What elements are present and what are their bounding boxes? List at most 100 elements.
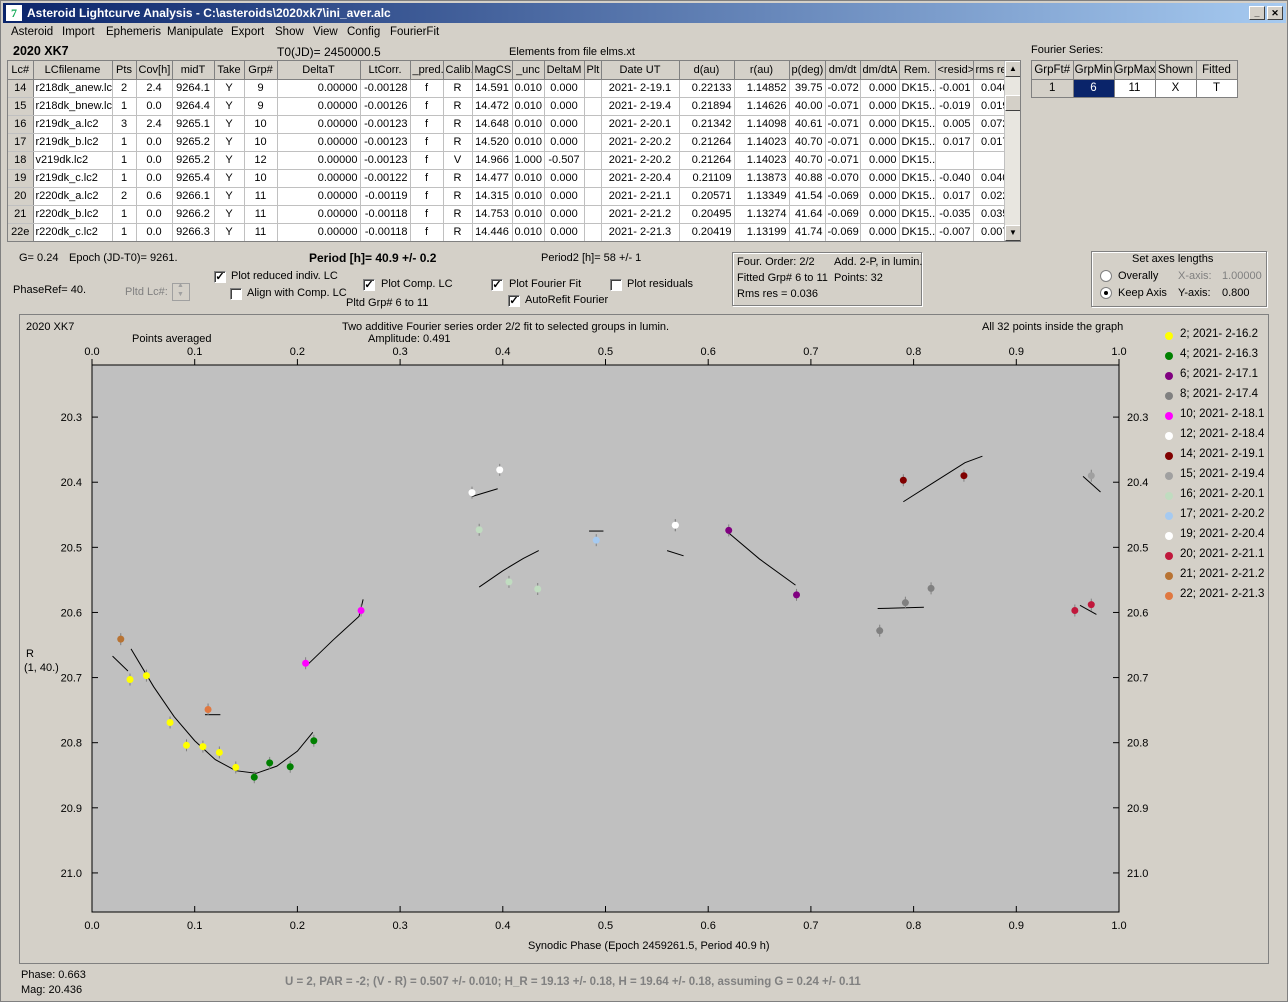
table-cell[interactable]: 0.21264 xyxy=(679,133,735,152)
table-cell[interactable]: 0.0 xyxy=(136,205,173,224)
table-cell[interactable]: Y xyxy=(214,205,245,224)
table-cell[interactable]: 0.000 xyxy=(860,79,900,98)
table-cell[interactable]: 40.70 xyxy=(789,133,826,152)
table-cell[interactable]: 14.446 xyxy=(472,223,513,241)
column-header[interactable]: Rem. xyxy=(899,61,936,80)
table-cell[interactable]: 2021- 2-20.2 xyxy=(601,133,680,152)
table-cell[interactable]: 2021- 2-19.4 xyxy=(601,97,680,116)
table-cell[interactable]: -0.00123 xyxy=(360,133,411,152)
table-cell[interactable]: 0.00000 xyxy=(277,79,361,98)
plot-residuals-checkbox[interactable] xyxy=(610,279,622,291)
fourier-cell[interactable]: 1 xyxy=(1032,79,1074,98)
table-cell[interactable]: 0.20571 xyxy=(679,187,735,206)
fourier-table-row[interactable]: 1 6 11 X T xyxy=(1032,79,1238,98)
column-header[interactable]: Cov[h] xyxy=(136,61,173,80)
table-cell[interactable]: 1.13274 xyxy=(734,205,790,224)
table-cell[interactable]: r220dk_a.lc2 xyxy=(33,187,113,206)
table-cell[interactable]: 1.13349 xyxy=(734,187,790,206)
pltd-lc-stepper[interactable]: ▲ ▼ xyxy=(172,282,190,301)
table-cell[interactable]: f xyxy=(410,133,444,152)
table-cell[interactable]: 1.000 xyxy=(512,151,545,170)
table-cell[interactable] xyxy=(584,115,602,134)
table-cell[interactable]: 14.591 xyxy=(472,79,513,98)
table-cell[interactable]: 1.14023 xyxy=(734,151,790,170)
table-row[interactable]: 15 r218dk_bnew.lc2 1 0.0 9264.4 Y 9 0.00000 -0.0… xyxy=(8,97,1012,116)
table-cell[interactable]: 10 xyxy=(244,133,278,152)
table-cell[interactable]: r220dk_c.lc2 xyxy=(33,223,113,241)
table-cell[interactable]: 9 xyxy=(244,97,278,116)
table-cell[interactable]: 19 xyxy=(8,169,34,188)
table-cell[interactable]: 0.040 xyxy=(973,169,1012,188)
table-cell[interactable]: 0.0 xyxy=(136,223,173,241)
table-cell[interactable]: R xyxy=(443,205,473,224)
table-cell[interactable]: 0.00000 xyxy=(277,151,361,170)
table-cell[interactable]: 1.14023 xyxy=(734,133,790,152)
table-cell[interactable]: DK15... xyxy=(899,133,936,152)
table-cell[interactable]: 1.13873 xyxy=(734,169,790,188)
column-header[interactable]: Lc# xyxy=(8,61,34,80)
fourier-column-header[interactable]: GrpFt# xyxy=(1032,61,1074,80)
table-row[interactable]: 19 r219dk_c.lc2 1 0.0 9265.4 Y 10 0.00000 -0.001… xyxy=(8,169,1012,188)
table-cell[interactable]: 0.072 xyxy=(973,115,1012,134)
column-header[interactable]: LCfilename xyxy=(33,61,113,80)
plot-comp-checkbox[interactable]: ✓ xyxy=(363,279,375,291)
table-cell[interactable]: 14.753 xyxy=(472,205,513,224)
table-row[interactable]: 17 r219dk_b.lc2 1 0.0 9265.2 Y 10 0.00000 -0.001… xyxy=(8,133,1012,152)
table-cell[interactable]: 40.61 xyxy=(789,115,826,134)
table-cell[interactable]: R xyxy=(443,187,473,206)
menu-show[interactable]: Show xyxy=(275,26,304,38)
fourier-column-header[interactable]: GrpMax xyxy=(1114,61,1156,80)
table-cell[interactable]: 18 xyxy=(8,151,34,170)
table-cell[interactable]: R xyxy=(443,223,473,241)
table-cell[interactable]: 0.00000 xyxy=(277,205,361,224)
table-cell[interactable]: DK15... xyxy=(899,97,936,116)
table-cell[interactable] xyxy=(584,79,602,98)
table-cell[interactable]: 0.21894 xyxy=(679,97,735,116)
table-cell[interactable]: 9265.1 xyxy=(172,115,215,134)
column-header[interactable]: DeltaT xyxy=(277,61,361,80)
table-cell[interactable]: 2 xyxy=(112,79,137,98)
fourier-cell[interactable]: X xyxy=(1155,79,1197,98)
table-cell[interactable]: 0.019 xyxy=(973,97,1012,116)
table-cell[interactable]: 0.00000 xyxy=(277,133,361,152)
column-header[interactable]: dm/dt xyxy=(825,61,861,80)
menu-export[interactable]: Export xyxy=(231,26,265,38)
table-cell[interactable]: 15 xyxy=(8,97,34,116)
column-header[interactable]: Grp# xyxy=(244,61,278,80)
table-cell[interactable]: 9264.1 xyxy=(172,79,215,98)
table-cell[interactable]: 0.22133 xyxy=(679,79,735,98)
table-cell[interactable]: 1.13199 xyxy=(734,223,790,241)
table-cell[interactable]: 2021- 2-19.1 xyxy=(601,79,680,98)
table-cell[interactable]: 0.010 xyxy=(512,79,545,98)
close-button[interactable]: ✕ xyxy=(1267,6,1283,20)
table-row[interactable]: 14 r218dk_anew.lc2 2 2.4 9264.1 Y 9 0.00000 -0.0… xyxy=(8,79,1012,98)
table-cell[interactable]: 10 xyxy=(244,169,278,188)
table-cell[interactable]: 14.520 xyxy=(472,133,513,152)
table-cell[interactable]: 0.000 xyxy=(544,169,585,188)
table-cell[interactable]: f xyxy=(410,223,444,241)
table-cell[interactable]: 0.000 xyxy=(544,205,585,224)
table-cell[interactable]: -0.071 xyxy=(825,115,861,134)
table-cell[interactable]: 0.00000 xyxy=(277,223,361,241)
table-cell[interactable]: DK15... xyxy=(899,187,936,206)
table-cell[interactable]: 9266.3 xyxy=(172,223,215,241)
table-cell[interactable]: 9265.4 xyxy=(172,169,215,188)
table-cell[interactable]: 0.000 xyxy=(544,115,585,134)
table-cell[interactable]: 0.20495 xyxy=(679,205,735,224)
table-cell[interactable]: 2021- 2-21.3 xyxy=(601,223,680,241)
table-cell[interactable]: DK15... xyxy=(899,79,936,98)
table-cell[interactable]: 1 xyxy=(112,97,137,116)
table-cell[interactable]: 0.010 xyxy=(512,187,545,206)
column-header[interactable]: _unc xyxy=(512,61,545,80)
table-cell[interactable]: -0.00119 xyxy=(360,187,411,206)
table-cell[interactable]: 16 xyxy=(8,115,34,134)
menu-import[interactable]: Import xyxy=(62,26,95,38)
table-cell[interactable]: -0.070 xyxy=(825,169,861,188)
fourier-cell[interactable]: 11 xyxy=(1114,79,1156,98)
column-header[interactable]: r(au) xyxy=(734,61,790,80)
table-cell[interactable]: -0.069 xyxy=(825,187,861,206)
table-cell[interactable]: 0.010 xyxy=(512,133,545,152)
table-cell[interactable]: DK15... xyxy=(899,115,936,134)
table-cell[interactable]: 2021- 2-20.4 xyxy=(601,169,680,188)
fourier-column-header[interactable]: Shown xyxy=(1155,61,1197,80)
